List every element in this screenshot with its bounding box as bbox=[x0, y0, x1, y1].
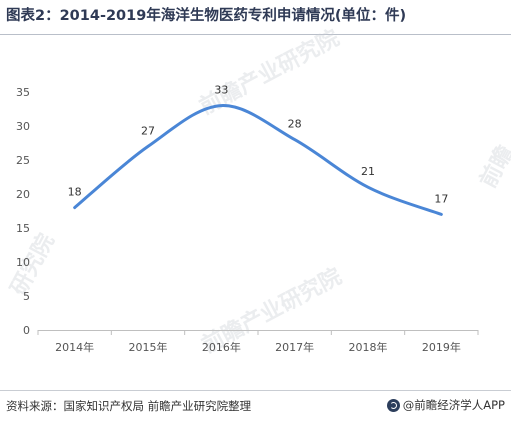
y-tick-label: 30 bbox=[16, 120, 30, 133]
x-tick-label: 2016年 bbox=[202, 340, 241, 354]
x-tick-label: 2017年 bbox=[275, 340, 314, 354]
title-divider bbox=[0, 34, 511, 35]
y-tick-label: 35 bbox=[16, 86, 30, 99]
x-tick-label: 2018年 bbox=[349, 340, 388, 354]
x-tick-label: 2015年 bbox=[129, 340, 168, 354]
footer-divider bbox=[0, 390, 511, 391]
data-label: 18 bbox=[68, 186, 82, 199]
svg-text:研究院: 研究院 bbox=[6, 229, 60, 299]
y-tick-label: 0 bbox=[23, 324, 30, 337]
y-tick-label: 5 bbox=[23, 290, 30, 303]
data-label: 17 bbox=[434, 192, 448, 205]
data-label: 21 bbox=[361, 165, 375, 178]
brand-credit: @前瞻经济学人APP bbox=[386, 397, 505, 413]
y-tick-label: 10 bbox=[16, 256, 30, 269]
chart-title: 图表2：2014-2019年海洋生物医药专利申请情况(单位：件) bbox=[6, 8, 407, 24]
series-line bbox=[73, 104, 443, 216]
brand-text: @前瞻经济学人APP bbox=[402, 398, 505, 412]
data-label: 33 bbox=[214, 84, 228, 97]
y-tick-label: 20 bbox=[16, 188, 30, 201]
data-label: 28 bbox=[288, 118, 302, 131]
y-axis: 0 5 10 15 20 25 30 35 bbox=[16, 86, 30, 337]
x-tick-label: 2014年 bbox=[55, 340, 94, 354]
svg-text:前瞻: 前瞻 bbox=[475, 141, 511, 192]
y-tick-label: 25 bbox=[16, 154, 30, 167]
x-axis: 2014年 2015年 2016年 2017年 2018年 2019年 bbox=[37, 330, 479, 354]
data-labels: 18 27 33 28 21 17 bbox=[68, 84, 449, 206]
x-tick-label: 2019年 bbox=[422, 340, 461, 354]
qianzhan-logo-icon bbox=[386, 398, 400, 412]
data-label: 27 bbox=[141, 124, 155, 137]
source-note: 资料来源：国家知识产权局 前瞻产业研究院整理 bbox=[6, 399, 252, 413]
y-tick-label: 15 bbox=[16, 222, 30, 235]
